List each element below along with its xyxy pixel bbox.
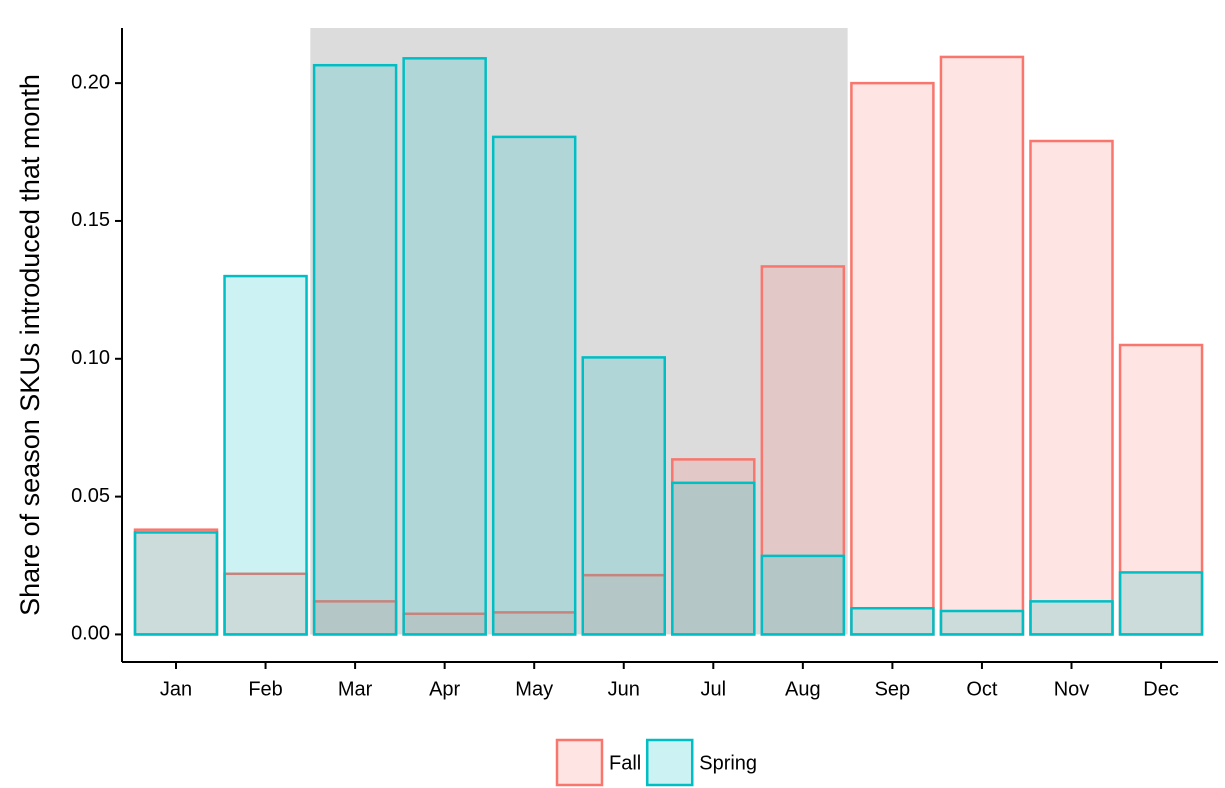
y-tick-label: 0.05 [71, 485, 110, 507]
bar [1029, 600, 1114, 636]
legend-label: Spring [699, 752, 757, 774]
bar [850, 81, 935, 636]
x-tick-label: Jan [160, 678, 192, 700]
x-tick-label: Jul [701, 678, 727, 700]
bar [1118, 571, 1204, 636]
x-tick-label: Nov [1054, 678, 1090, 700]
x-tick-label: Mar [338, 678, 373, 700]
x-tick-label: Jun [608, 678, 640, 700]
bar [491, 135, 577, 636]
x-tick-label: Feb [248, 678, 282, 700]
legend-key [645, 738, 694, 787]
y-tick-label: 0.20 [71, 71, 110, 93]
bar [760, 265, 846, 636]
bar [1029, 139, 1114, 636]
y-axis-label: Share of season SKUs introduced that mon… [15, 74, 45, 616]
bar [1118, 343, 1204, 636]
shaded-region [310, 28, 848, 635]
x-tick-label: Aug [785, 678, 821, 700]
y-tick-label: 0.00 [71, 623, 110, 645]
legend-key [555, 738, 604, 787]
x-tick-label: Oct [966, 678, 998, 700]
bar [671, 458, 756, 636]
bar [671, 481, 756, 636]
bar [760, 554, 846, 636]
y-tick-label: 0.15 [71, 209, 110, 231]
x-tick-label: May [515, 678, 553, 700]
bar [939, 609, 1025, 636]
bar [312, 63, 398, 636]
bar [402, 57, 487, 636]
bar [581, 356, 666, 636]
legend-label: Fall [609, 752, 641, 774]
bar [939, 55, 1025, 636]
bar [133, 531, 219, 636]
y-tick-label: 0.10 [71, 347, 110, 369]
x-tick-label: Dec [1143, 678, 1179, 700]
bar [850, 606, 935, 636]
x-tick-label: Apr [429, 678, 460, 700]
bar [223, 274, 308, 636]
x-tick-label: Sep [875, 678, 911, 700]
